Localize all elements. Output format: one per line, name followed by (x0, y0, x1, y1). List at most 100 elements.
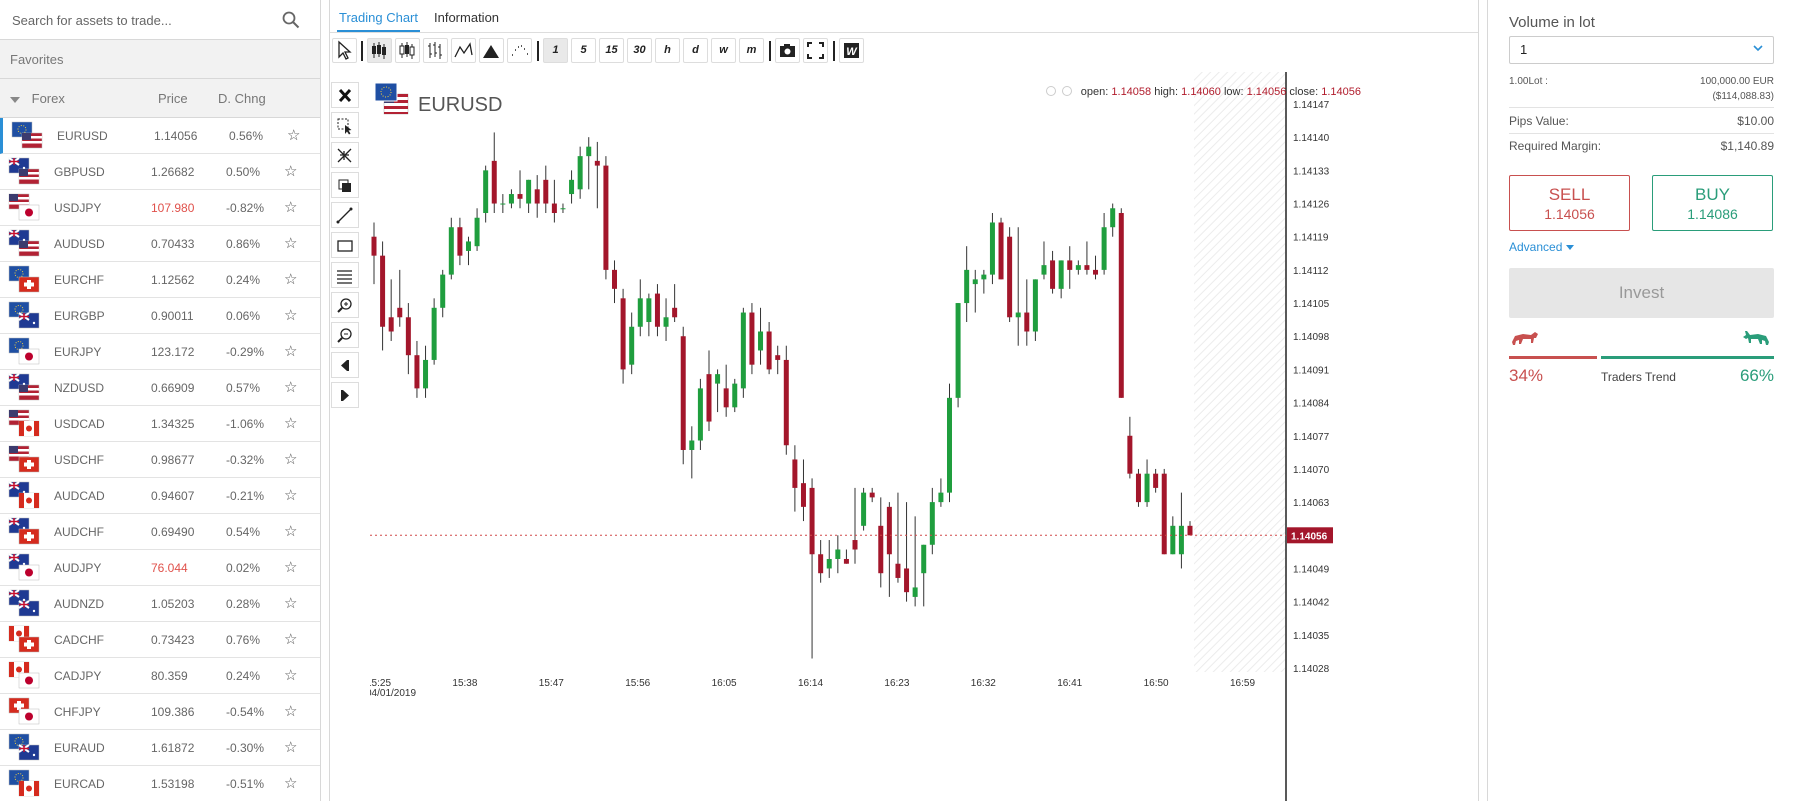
cursor-icon[interactable] (332, 38, 357, 63)
forex-row[interactable]: AUDCAD 0.94607 -0.21% ☆ (0, 478, 320, 514)
forex-row[interactable]: USDCHF 0.98677 -0.32% ☆ (0, 442, 320, 478)
forex-row[interactable]: USDJPY 107.980 -0.82% ☆ (0, 190, 320, 226)
forex-row[interactable]: NZDUSD 0.66909 0.57% ☆ (0, 370, 320, 406)
forex-row[interactable]: EURGBP 0.90011 0.06% ☆ (0, 298, 320, 334)
sell-button[interactable]: SELL 1.14056 (1509, 175, 1630, 231)
star-icon[interactable]: ☆ (284, 595, 298, 612)
pair-symbol: EURJPY (54, 345, 102, 359)
timeframe-button[interactable]: w (711, 38, 736, 63)
star-icon[interactable]: ☆ (284, 451, 298, 468)
settings-dot-icon[interactable] (1061, 86, 1072, 96)
candle-body (1093, 269, 1099, 275)
area-chart-icon[interactable] (479, 38, 504, 63)
timeframe-button[interactable]: 30 (627, 38, 652, 63)
candle-body (603, 165, 609, 270)
delete-tools-icon[interactable] (331, 142, 359, 168)
tab-information[interactable]: Information (434, 10, 500, 25)
invest-button[interactable]: Invest (1509, 268, 1774, 318)
copy-icon[interactable] (331, 172, 359, 198)
forex-row[interactable]: AUDUSD 0.70433 0.86% ☆ (0, 226, 320, 262)
fullscreen-icon[interactable] (803, 38, 828, 63)
price-column-header[interactable]: Price (158, 91, 188, 106)
star-icon[interactable]: ☆ (284, 523, 298, 540)
forex-row[interactable]: EURJPY 123.172 -0.29% ☆ (0, 334, 320, 370)
timeframe-button[interactable]: 15 (599, 38, 624, 63)
forex-section-header[interactable]: Forex Price D. Chng (0, 79, 320, 118)
forex-row[interactable]: EURCAD 1.53198 -0.51% ☆ (0, 766, 320, 801)
buy-button[interactable]: BUY 1.14086 (1652, 175, 1773, 231)
chart-plot-area[interactable]: 1.14147 1.14140 1.14133 1.14126 1.14119 1.141… (370, 72, 1475, 801)
forex-row[interactable]: EURAUD 1.61872 -0.30% ☆ (0, 730, 320, 766)
star-icon[interactable]: ☆ (284, 271, 298, 288)
star-icon[interactable]: ☆ (284, 487, 298, 504)
star-icon[interactable]: ☆ (284, 739, 298, 756)
currency-pair-flag-icon (8, 769, 40, 797)
forex-row[interactable]: AUDCHF 0.69490 0.54% ☆ (0, 514, 320, 550)
scroll-left-icon[interactable] (331, 352, 359, 378)
rectangle-icon[interactable] (331, 232, 359, 258)
search-icon[interactable] (282, 11, 300, 29)
forex-row[interactable]: EURCHF 1.12562 0.24% ☆ (0, 262, 320, 298)
star-icon[interactable]: ☆ (284, 667, 298, 684)
select-tool-icon[interactable] (331, 112, 359, 138)
candle-body (697, 388, 703, 441)
forex-row[interactable]: GBPUSD 1.26682 0.50% ☆ (0, 154, 320, 190)
pair-price: 0.90011 (151, 309, 194, 323)
line-chart-icon[interactable] (451, 38, 476, 63)
scroll-right-icon[interactable] (331, 382, 359, 408)
candle-body (577, 156, 583, 190)
search-input[interactable] (0, 0, 270, 40)
forex-row[interactable]: USDCAD 1.34325 -1.06% ☆ (0, 406, 320, 442)
star-icon[interactable]: ☆ (284, 235, 298, 252)
star-icon[interactable]: ☆ (284, 307, 298, 324)
timeframe-button[interactable]: 1 (543, 38, 568, 63)
volume-select[interactable]: 1 (1509, 36, 1774, 64)
lines-icon[interactable] (331, 262, 359, 288)
pair-change: 0.76% (226, 633, 261, 647)
forex-row[interactable]: AUDJPY 76.044 0.02% ☆ (0, 550, 320, 586)
candle-body (723, 388, 729, 408)
star-icon[interactable]: ☆ (284, 631, 298, 648)
star-icon[interactable]: ☆ (287, 127, 301, 144)
candlestick-icon[interactable] (367, 38, 392, 63)
hollow-candle-icon[interactable] (395, 38, 420, 63)
star-icon[interactable]: ☆ (284, 559, 298, 576)
timeframe-button[interactable]: d (683, 38, 708, 63)
trendline-icon[interactable] (331, 202, 359, 228)
candle-body (380, 255, 386, 327)
dots-chart-icon[interactable] (507, 38, 532, 63)
w-icon[interactable]: W (839, 38, 864, 63)
ohlc-bars-icon[interactable] (423, 38, 448, 63)
candlestick-chart[interactable]: 1.14147 1.14140 1.14133 1.14126 1.14119 1.141… (370, 72, 1475, 801)
pair-change: 0.02% (226, 561, 261, 575)
timeframe-button[interactable]: 5 (571, 38, 596, 63)
change-column-header[interactable]: D. Chng (218, 91, 266, 106)
forex-row[interactable]: CADCHF 0.73423 0.76% ☆ (0, 622, 320, 658)
pips-info: Pips Value: $10.00 (1509, 114, 1774, 130)
star-icon[interactable]: ☆ (284, 199, 298, 216)
advanced-toggle[interactable]: Advanced (1509, 240, 1575, 254)
camera-icon[interactable] (775, 38, 800, 63)
forex-row[interactable]: EURUSD 1.14056 0.56% ☆ (0, 118, 320, 154)
timeframe-button[interactable]: h (655, 38, 680, 63)
candle-body (1118, 213, 1124, 398)
currency-pair-flag-icon (8, 733, 40, 761)
drawing-tools (331, 82, 361, 412)
zoom-out-icon[interactable] (331, 322, 359, 348)
star-icon[interactable]: ☆ (284, 415, 298, 432)
zoom-in-icon[interactable] (331, 292, 359, 318)
favorites-section[interactable]: Favorites (0, 40, 320, 79)
candle-body (672, 307, 678, 318)
star-icon[interactable]: ☆ (284, 775, 298, 792)
star-icon[interactable]: ☆ (284, 703, 298, 720)
star-icon[interactable]: ☆ (284, 379, 298, 396)
visibility-icon[interactable] (1045, 86, 1056, 96)
forex-row[interactable]: CHFJPY 109.386 -0.54% ☆ (0, 694, 320, 730)
timeframe-button[interactable]: m (739, 38, 764, 63)
tab-trading-chart[interactable]: Trading Chart (337, 10, 420, 32)
star-icon[interactable]: ☆ (284, 343, 298, 360)
star-icon[interactable]: ☆ (284, 163, 298, 180)
close-icon[interactable] (331, 82, 359, 108)
forex-row[interactable]: AUDNZD 1.05203 0.28% ☆ (0, 586, 320, 622)
forex-row[interactable]: CADJPY 80.359 0.24% ☆ (0, 658, 320, 694)
